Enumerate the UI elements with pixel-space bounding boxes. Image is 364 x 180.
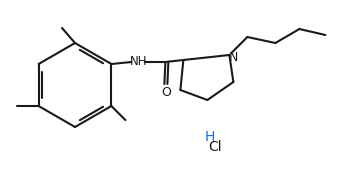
Text: N: N <box>229 51 238 64</box>
Text: O: O <box>162 86 171 98</box>
Text: Cl: Cl <box>208 140 222 154</box>
Text: NH: NH <box>130 55 147 68</box>
Text: H: H <box>205 130 215 144</box>
